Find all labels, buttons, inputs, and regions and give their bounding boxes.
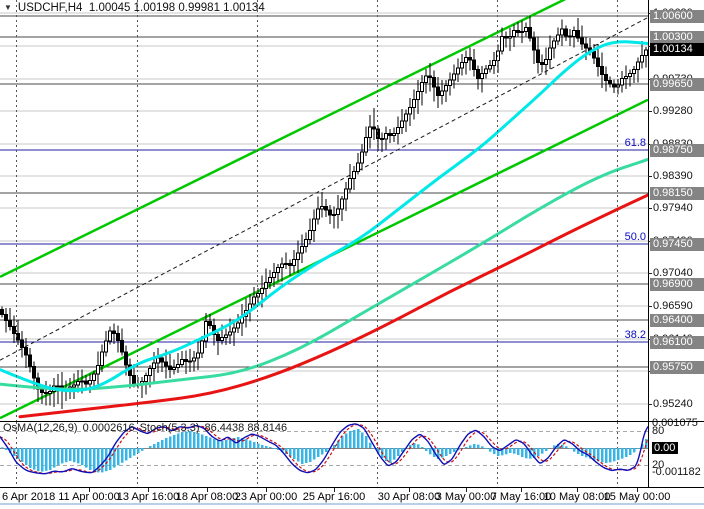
price-level-badge: 0.95750 xyxy=(650,360,704,374)
price-level-badge: 0.96400 xyxy=(650,313,704,327)
oscillator-pane[interactable] xyxy=(0,422,648,487)
time-tick-mark xyxy=(637,488,638,492)
axis-separator xyxy=(0,487,704,488)
price-level-badge: 0.96100 xyxy=(650,335,704,349)
time-label: 11 Apr 00:00 xyxy=(58,491,120,503)
window-bottom-border xyxy=(0,503,704,505)
osma-label: OsMA(12,26,9) xyxy=(3,422,78,434)
time-tick-mark xyxy=(577,488,578,492)
time-axis[interactable]: 6 Apr 2018 11 Apr 00:00 13 Apr 16:00 18 Apr… xyxy=(0,488,704,509)
osc-axis-label: 20 xyxy=(652,459,665,471)
time-label: 18 Apr 08:00 xyxy=(175,491,239,503)
main-price-pane[interactable] xyxy=(0,0,648,421)
price-level-badge: 1.00300 xyxy=(650,31,704,45)
time-label: 10 May 08:00 xyxy=(543,491,611,503)
ohlc-values: 1.00045 1.00198 0.99981 1.00134 xyxy=(88,2,265,14)
axis-border xyxy=(648,0,649,488)
osc-axis-label: -0.001182 xyxy=(652,466,701,478)
time-tick-mark xyxy=(266,488,267,492)
time-tick-mark xyxy=(89,488,90,492)
time-tick-mark xyxy=(207,488,208,492)
time-label: 25 Apr 16:00 xyxy=(302,491,366,503)
time-label: 15 May 00:00 xyxy=(603,491,671,503)
current-price-badge: 1.00134 xyxy=(650,43,704,57)
price-level-badge: 0.99650 xyxy=(650,78,704,92)
price-tick-label: 0.99280 xyxy=(653,105,693,118)
price-level-badge: 1.00600 xyxy=(650,9,704,23)
symbol-label: USDCHF,H4 xyxy=(17,2,83,14)
time-label: 13 Apr 16:00 xyxy=(116,491,180,503)
price-tick-label: 0.95240 xyxy=(653,397,693,410)
chevron-down-icon[interactable]: ▼ xyxy=(4,3,12,12)
price-tick-label: 0.98390 xyxy=(653,169,693,182)
stoch-values: 86.4438 88.8146 xyxy=(204,422,288,434)
time-label: 23 Apr 00:00 xyxy=(234,491,298,503)
price-level-badge: 0.96900 xyxy=(650,277,704,291)
oscillator-svg[interactable] xyxy=(0,422,648,487)
time-label: 3 May 00:00 xyxy=(435,491,497,503)
osc-zero-badge: 0.00 xyxy=(652,442,679,454)
time-tick-mark xyxy=(409,488,410,492)
osma-value: 0.0002616 xyxy=(82,422,135,434)
price-tick-mark xyxy=(648,404,652,405)
price-tick-mark xyxy=(648,208,652,209)
price-level-badge: 0.98750 xyxy=(650,143,704,157)
price-tick-label: 0.97940 xyxy=(653,202,693,215)
time-tick-mark xyxy=(334,488,335,492)
price-level-badge: 0.98150 xyxy=(650,187,704,201)
price-tick-label: 0.96590 xyxy=(653,300,693,313)
price-tick-mark xyxy=(648,111,652,112)
time-label: 6 Apr 2018 xyxy=(2,491,56,503)
price-tick-mark xyxy=(648,176,652,177)
price-tick-label: 0.97040 xyxy=(653,267,693,280)
time-tick-mark xyxy=(521,488,522,492)
time-label: 7 May 16:00 xyxy=(490,491,552,503)
osc-axis-label: 0.001075 xyxy=(652,417,698,429)
osc-axis-label: 80 xyxy=(652,425,665,437)
price-axis[interactable]: 1.006301.001800.997300.992800.988300.983… xyxy=(648,0,704,488)
price-tick-mark xyxy=(648,273,652,274)
main-chart-svg[interactable] xyxy=(0,0,648,421)
time-label: 30 Apr 08:00 xyxy=(377,491,441,503)
symbol-ohlc-bar: ▼ USDCHF,H4 1.00045 1.00198 0.99981 1.001… xyxy=(4,2,265,14)
price-level-badge: 0.97450 xyxy=(650,237,704,251)
time-tick-mark xyxy=(466,488,467,492)
time-tick-mark xyxy=(148,488,149,492)
pane-separator[interactable] xyxy=(0,421,704,422)
price-tick-mark xyxy=(648,306,652,307)
stoch-label: Stoch(5,3,3) xyxy=(139,422,200,434)
indicator-label-bar: OsMA(12,26,9) 0.0002616 Stoch(5,3,3) 86.443… xyxy=(3,422,292,434)
